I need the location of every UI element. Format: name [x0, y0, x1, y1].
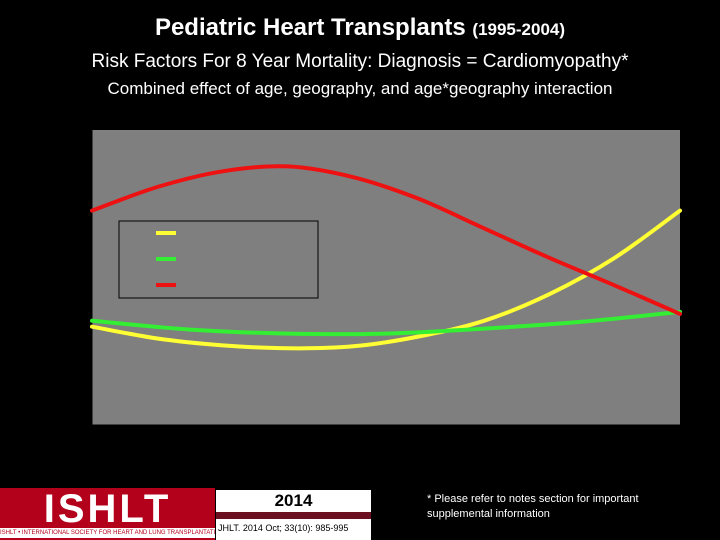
logo-subtitle: ISHLT • INTERNATIONAL SOCIETY FOR HEART …: [0, 528, 215, 538]
y-axis-label: Hazard Ratio for 8 Year Mortality: [30, 143, 45, 347]
series-line-1: [90, 208, 682, 351]
x-axis-label: Recipient age (years): [319, 456, 453, 471]
reference-citation: JHLT. 2014 Oct; 33(10): 985-995: [218, 523, 349, 533]
x-tick-label: 3: [187, 436, 194, 450]
y-tick-label: 3.0: [63, 123, 80, 137]
ishlt-logo: ISHLT ISHLT • INTERNATIONAL SOCIETY FOR …: [0, 488, 215, 540]
x-tick-label: 0: [89, 436, 96, 450]
y-tick-label: 1.5: [63, 271, 80, 285]
series-lines: [90, 164, 682, 351]
x-tick-label: 18: [673, 436, 687, 450]
y-tick-label: 2.0: [63, 221, 80, 235]
x-tick-label: 12: [477, 436, 491, 450]
page-subsubtitle: Combined effect of age, geography, and a…: [107, 79, 613, 98]
page-title: Pediatric Heart Transplants (1995-2004): [0, 14, 720, 42]
title-main: Pediatric Heart Transplants: [154, 14, 466, 41]
reference-bar: [216, 512, 371, 519]
page-subtitle: Risk Factors For 8 Year Mortality: Diagn…: [91, 51, 629, 72]
y-tick-label: 0.0: [63, 418, 80, 432]
axes: 0.0 0.5 1.0 1.5 2.0 2.5 3.0 0 3 6 9 12 15 18: [63, 123, 687, 450]
reference-box: 2014 JHLT. 2014 Oct; 33(10): 985-995: [216, 490, 371, 540]
x-tick-label: 15: [575, 436, 589, 450]
y-tick-label: 2.5: [63, 172, 80, 186]
series-line-2: [90, 309, 682, 337]
legend-box: [118, 220, 319, 299]
y-tick-label: 1.0: [63, 320, 80, 334]
logo-wordmark: ISHLT: [43, 487, 172, 531]
series-line-3: [90, 164, 682, 316]
title-years: (1995-2004): [472, 20, 566, 39]
reference-year: 2014: [274, 491, 313, 510]
x-tick-label: 6: [285, 436, 292, 450]
x-tick-label: 9: [383, 436, 390, 450]
y-tick-label: 0.5: [63, 369, 80, 383]
legend: [118, 220, 319, 299]
footnote: * Please refer to notes section for impo…: [427, 493, 639, 520]
